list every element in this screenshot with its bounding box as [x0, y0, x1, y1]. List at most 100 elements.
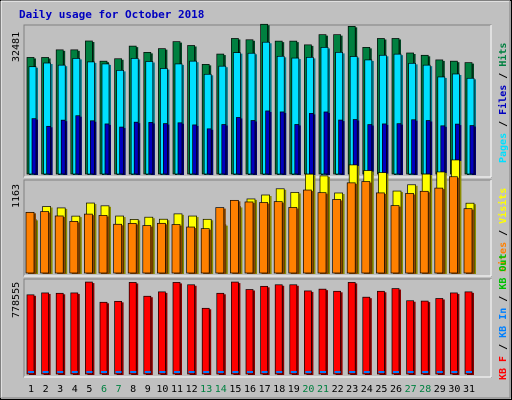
bar-kb-in-day-11: [174, 371, 180, 373]
x-label-day-17: 17: [259, 384, 271, 395]
x-label-day-1: 1: [28, 384, 34, 395]
bar-kb-in-day-9: [144, 371, 151, 373]
x-label-day-7: 7: [116, 384, 122, 395]
bar-kb-f-day-5: [85, 281, 93, 375]
bar-sites-day-27: [405, 193, 414, 274]
bar-kb-in-day-29: [436, 371, 443, 373]
panel-visits-sites: [23, 159, 492, 277]
bar-pages-day-1: [31, 118, 37, 175]
x-label-day-26: 26: [390, 384, 402, 395]
bar-sites-day-10: [157, 222, 166, 274]
bar-kb-in-day-10: [159, 371, 166, 373]
bar-kb-in-day-2: [42, 371, 49, 373]
bar-sites-day-13: [200, 228, 210, 274]
x-label-day-11: 11: [171, 384, 183, 395]
bar-kb-f-day-7: [114, 300, 122, 375]
bar-kb-in-day-22: [334, 371, 341, 373]
legend-panel-2: Sites / Visits: [497, 188, 509, 272]
bar-kb-f-day-19: [289, 284, 298, 375]
legend-sites: Sites: [497, 242, 509, 272]
bar-sites-day-28: [419, 190, 429, 274]
bar-kb-in-day-15: [232, 371, 239, 373]
bar-kb-f-day-3: [55, 292, 64, 375]
bar-pages-day-16: [250, 120, 256, 175]
bar-kb-in-day-20: [305, 371, 312, 373]
panel-2-bars: [25, 159, 476, 274]
bar-pages-day-11: [177, 122, 183, 175]
panel-1-bars: [26, 23, 476, 176]
bar-pages-day-8: [133, 121, 139, 175]
bar-sites-day-16: [244, 201, 254, 274]
bar-kb-f-day-20: [304, 290, 312, 375]
bar-kb-in-day-6: [101, 371, 107, 373]
panel-2-max-label: 1163: [11, 184, 22, 208]
bar-kb-in-day-12: [188, 371, 195, 373]
bar-pages-day-13: [206, 128, 212, 175]
bar-kb-in-day-28: [422, 371, 429, 373]
bar-pages-day-28: [425, 120, 431, 175]
bar-kb-f-day-1: [26, 294, 35, 375]
legend-kb-out: KB Out: [498, 254, 509, 290]
legend-panel-3: KB F / KB In / KB Out: [498, 254, 509, 380]
bar-sites-day-24: [361, 181, 371, 274]
bar-kb-f-day-4: [70, 292, 79, 375]
bar-pages-day-14: [221, 124, 227, 175]
bar-kb-in-day-8: [130, 371, 137, 373]
x-axis-labels: 1 2 3 4 5 6 7 8 9 10 11 12 13 14 15 16 17 18 19 20 21 22 23 24 2…: [28, 384, 475, 395]
bar-kb-in-day-16: [247, 371, 253, 373]
bar-pages-day-7: [119, 126, 124, 175]
bar-kb-f-day-27: [406, 300, 414, 375]
bar-kb-f-day-12: [187, 284, 195, 375]
bar-kb-f-day-30: [450, 292, 458, 375]
bar-kb-in-day-5: [86, 371, 93, 373]
x-label-day-28: 28: [419, 384, 431, 395]
bar-kb-f-day-14: [216, 292, 225, 375]
bar-kb-in-day-3: [57, 371, 64, 373]
x-label-day-20: 20: [302, 384, 314, 395]
bar-pages-day-5: [90, 120, 95, 175]
legend-pages: Pages: [498, 133, 509, 163]
x-label-day-2: 2: [43, 384, 49, 395]
x-label-day-5: 5: [86, 384, 92, 395]
bar-pages-day-2: [46, 125, 51, 175]
bar-sites-day-4: [69, 221, 79, 274]
bar-pages-day-27: [411, 119, 416, 175]
bar-sites-day-21: [317, 192, 327, 274]
bar-pages-day-12: [192, 124, 197, 175]
bar-kb-f-day-16: [245, 289, 254, 375]
bar-sites-day-31: [463, 208, 473, 274]
bar-kb-in-day-23: [349, 371, 356, 373]
bar-kb-f-day-26: [391, 288, 400, 375]
legend-kb-in: KB In: [498, 308, 509, 338]
bar-kb-in-day-19: [290, 371, 297, 373]
bar-sites-day-12: [186, 226, 195, 274]
bar-pages-day-26: [396, 123, 402, 175]
bar-pages-day-21: [323, 111, 329, 175]
x-label-day-14: 14: [215, 384, 227, 395]
bar-sites-day-14: [215, 207, 225, 274]
x-label-day-6: 6: [101, 384, 107, 395]
panel-3-max-label: 778555: [11, 282, 22, 318]
bar-sites-day-30: [449, 176, 458, 274]
bar-pages-day-4: [75, 115, 81, 175]
panel-pages-files-hits: [23, 23, 492, 178]
bar-kb-f-day-29: [435, 298, 444, 375]
bar-pages-day-9: [148, 122, 154, 175]
bar-kb-in-day-30: [451, 371, 458, 373]
x-label-day-23: 23: [346, 384, 358, 395]
bar-pages-day-20: [309, 113, 314, 175]
bar-pages-day-10: [163, 123, 168, 175]
x-label-day-22: 22: [332, 384, 344, 395]
bar-kb-in-day-17: [261, 371, 268, 373]
bar-sites-day-25: [376, 192, 385, 274]
bar-kb-f-day-9: [143, 295, 152, 375]
bar-kb-f-day-13: [201, 307, 210, 375]
bar-kb-f-day-10: [158, 291, 166, 375]
bar-pages-day-25: [382, 123, 387, 175]
bar-sites-day-11: [171, 224, 181, 274]
bar-sites-day-8: [127, 223, 137, 274]
x-label-day-30: 30: [448, 384, 460, 395]
bar-pages-day-17: [265, 110, 270, 175]
bar-sites-day-18: [273, 201, 283, 274]
bar-kb-f-day-31: [464, 291, 473, 375]
